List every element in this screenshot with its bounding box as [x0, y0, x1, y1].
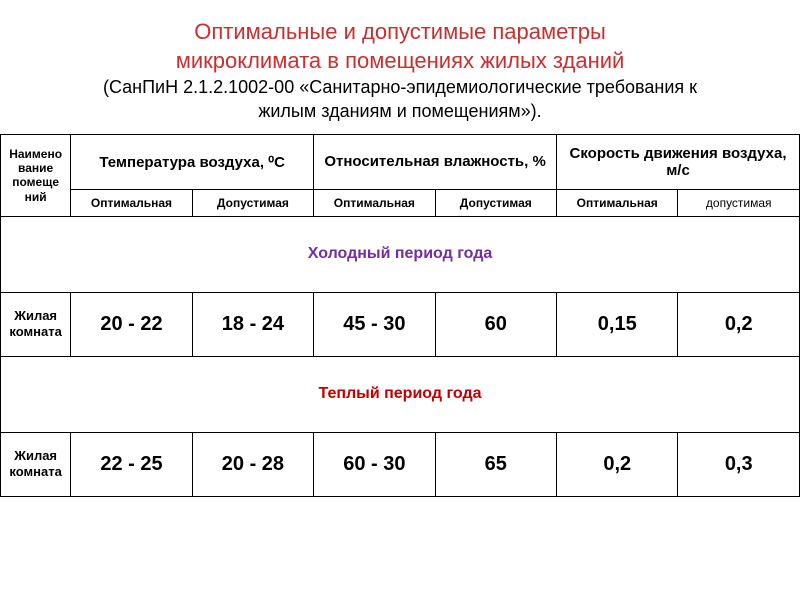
- cold-hum-opt: 45 - 30: [314, 292, 435, 356]
- title-sub-line1: (СанПиН 2.1.2.1002-00 «Санитарно-эпидеми…: [30, 75, 770, 99]
- header-row-1: Наимено вание помеще ний Температура воз…: [1, 134, 800, 189]
- title-main-line1: Оптимальные и допустимые параметры: [30, 18, 770, 47]
- header-row-2: Оптимальная Допустимая Оптимальная Допус…: [1, 189, 800, 216]
- cold-temp-all: 18 - 24: [192, 292, 313, 356]
- section-row-cold: Холодный период года: [1, 216, 800, 292]
- section-row-warm: Теплый период года: [1, 356, 800, 432]
- cold-spd-opt: 0,15: [557, 292, 678, 356]
- warm-temp-all: 20 - 28: [192, 432, 313, 496]
- section-warm-label: Теплый период года: [1, 356, 800, 432]
- warm-hum-all: 65: [435, 432, 556, 496]
- warm-spd-all: 0,3: [678, 432, 800, 496]
- page-container: Оптимальные и допустимые параметры микро…: [0, 0, 800, 497]
- cold-spd-all: 0,2: [678, 292, 800, 356]
- header-speed: Скорость движения воздуха, м/с: [557, 134, 800, 189]
- header-hum-opt: Оптимальная: [314, 189, 435, 216]
- data-row-warm: Жилая комната 22 - 25 20 - 28 60 - 30 65…: [1, 432, 800, 496]
- room-cell-warm: Жилая комната: [1, 432, 71, 496]
- header-temp-opt: Оптимальная: [71, 189, 192, 216]
- title-block: Оптимальные и допустимые параметры микро…: [0, 18, 800, 124]
- cold-temp-opt: 20 - 22: [71, 292, 192, 356]
- section-cold-label: Холодный период года: [1, 216, 800, 292]
- title-sub-line2: жилым зданиям и помещениям»).: [30, 99, 770, 123]
- microclimate-table: Наимено вание помеще ний Температура воз…: [0, 134, 800, 497]
- header-hum-all: Допустимая: [435, 189, 556, 216]
- room-cell-cold: Жилая комната: [1, 292, 71, 356]
- warm-hum-opt: 60 - 30: [314, 432, 435, 496]
- header-spd-all: допустимая: [678, 189, 800, 216]
- cold-hum-all: 60: [435, 292, 556, 356]
- data-row-cold: Жилая комната 20 - 22 18 - 24 45 - 30 60…: [1, 292, 800, 356]
- warm-spd-opt: 0,2: [557, 432, 678, 496]
- header-temp-all: Допустимая: [192, 189, 313, 216]
- header-spd-opt: Оптимальная: [557, 189, 678, 216]
- title-main-line2: микроклимата в помещениях жилых зданий: [30, 47, 770, 76]
- header-temp: Температура воздуха, ⁰С: [71, 134, 314, 189]
- warm-temp-opt: 22 - 25: [71, 432, 192, 496]
- header-humidity: Относительная влажность, %: [314, 134, 557, 189]
- header-room: Наимено вание помеще ний: [1, 134, 71, 216]
